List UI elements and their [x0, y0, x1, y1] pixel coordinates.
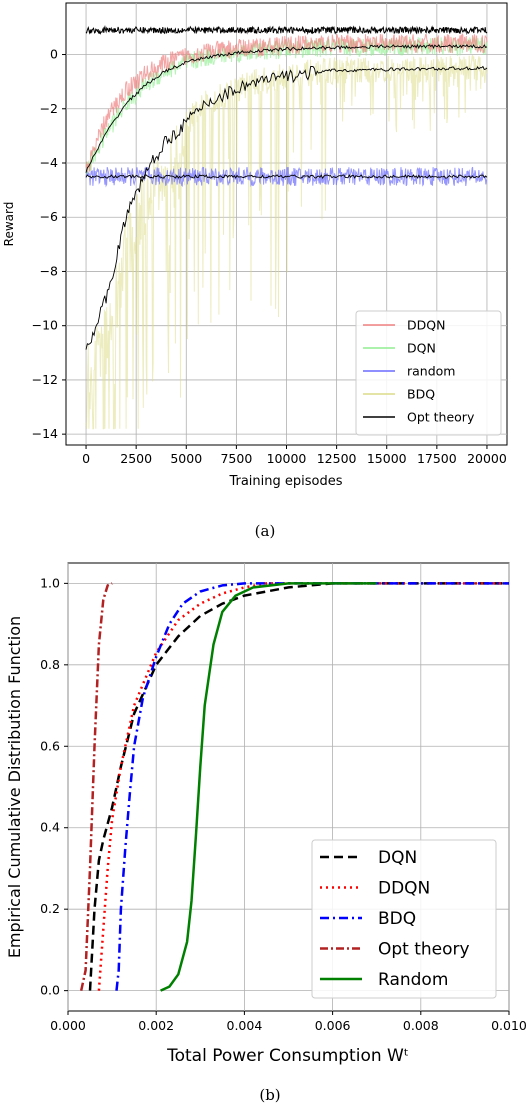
chart-a-legend-label: DQN	[407, 341, 436, 356]
chart-a-x-tick-label: 12500	[317, 451, 357, 466]
chart-a-noise-bands	[85, 24, 488, 430]
chart-a-y-tick-label: −8	[40, 263, 58, 278]
chart-b-y-tick-label: 0.4	[40, 820, 60, 835]
chart-b-x-ticks: 0.000 0.002 0.004 0.006 0.008 0.010	[50, 1011, 527, 1033]
chart-a-y-tick-label: −2	[40, 101, 58, 116]
chart-a-legend-label: random	[407, 364, 455, 379]
chart-a-legend-label: DDQN	[407, 318, 445, 333]
chart-a-x-tick-label: 7500	[220, 451, 252, 466]
chart-b-y-tick-label: 0.8	[40, 657, 60, 672]
series-opt-theory-raw	[85, 24, 488, 36]
chart-b-y-ticks: 0.0 0.2 0.4 0.6 0.8 1.0	[40, 575, 68, 998]
chart-a-x-tick-label: 20000	[467, 451, 507, 466]
chart-a: 0 2500 5000 7500 10000 12500 15000 17500 20000 0…	[2, 2, 508, 540]
series-random-raw	[85, 166, 488, 188]
chart-a-x-tick-label: 15000	[367, 451, 407, 466]
chart-b-legend-label: BDQ	[378, 909, 416, 929]
chart-b-legend: DQN DDQN BDQ Opt theory Random	[311, 839, 497, 999]
chart-b-y-tick-label: 0.2	[40, 901, 60, 916]
chart-b-legend-label: Random	[378, 970, 448, 990]
chart-a-legend: DDQN DQN random BDQ Opt theory	[355, 310, 502, 436]
chart-a-y-tick-label: −4	[40, 155, 58, 170]
chart-b-legend-label: DQN	[378, 848, 417, 868]
chart-a-x-tick-label: 17500	[417, 451, 457, 466]
chart-a-legend-label: Opt theory	[407, 410, 475, 425]
chart-b-x-tick-label: 0.002	[138, 1018, 174, 1033]
chart-b-x-tick-label: 0.000	[50, 1018, 86, 1033]
chart-a-x-axis-label: Training episodes	[228, 474, 342, 489]
chart-a-y-tick-label: −14	[32, 426, 58, 441]
chart-a-y-ticks: 0 −2 −4 −6 −8 −10 −12 −14	[32, 47, 66, 441]
chart-a-x-ticks: 0 2500 5000 7500 10000 12500 15000 17500 20000	[82, 445, 507, 466]
series-bdq-trend	[85, 65, 488, 350]
chart-a-y-tick-label: −6	[40, 209, 58, 224]
chart-b-x-tick-label: 0.004	[227, 1018, 263, 1033]
chart-b-series	[79, 582, 509, 992]
series-opt-theory-line	[79, 582, 113, 991]
chart-b-x-axis-label: Total Power Consumption Wᵗ	[166, 1046, 409, 1066]
chart-b-legend-box	[311, 839, 497, 999]
chart-a-legend-box	[355, 310, 502, 436]
chart-b-x-tick-label: 0.006	[315, 1018, 351, 1033]
chart-b-y-tick-label: 1.0	[40, 575, 60, 590]
chart-a-series	[85, 43, 488, 350]
chart-a-y-tick-label: 0	[50, 47, 58, 62]
chart-a-legend-label: BDQ	[407, 387, 435, 402]
chart-b-legend-label: Opt theory	[378, 940, 470, 960]
chart-b-y-tick-label: 0.0	[40, 983, 60, 998]
chart-b-x-tick-label: 0.010	[491, 1018, 527, 1033]
chart-a-x-tick-label: 10000	[267, 451, 307, 466]
chart-a-x-tick-label: 0	[82, 451, 90, 466]
chart-b-x-tick-label: 0.008	[403, 1018, 439, 1033]
series-bdq-line	[115, 582, 509, 991]
chart-a-y-tick-label: −10	[32, 318, 58, 333]
chart-a-y-axis-label: Reward	[2, 202, 16, 247]
chart-a-x-tick-label: 5000	[170, 451, 202, 466]
series-dqn-raw	[85, 35, 488, 175]
chart-a-x-tick-label: 2500	[120, 451, 152, 466]
chart-b-caption: (b)	[259, 1086, 280, 1104]
chart-a-caption: (a)	[255, 522, 276, 540]
series-dqn-trend	[85, 43, 488, 173]
chart-b-legend-label: DDQN	[378, 879, 430, 899]
chart-a-y-tick-label: −12	[32, 372, 58, 387]
series-ddqn-raw	[85, 32, 488, 173]
chart-b: 0.000 0.002 0.004 0.006 0.008 0.010 0.0 0.2 0.4…	[5, 562, 527, 1104]
chart-b-y-tick-label: 0.6	[40, 738, 60, 753]
series-random-trend	[85, 173, 488, 179]
series-bdq-raw	[85, 54, 488, 430]
chart-b-y-axis-label: Empirical Cumulative Distribution Functi…	[5, 616, 24, 958]
series-random-line	[160, 582, 377, 992]
